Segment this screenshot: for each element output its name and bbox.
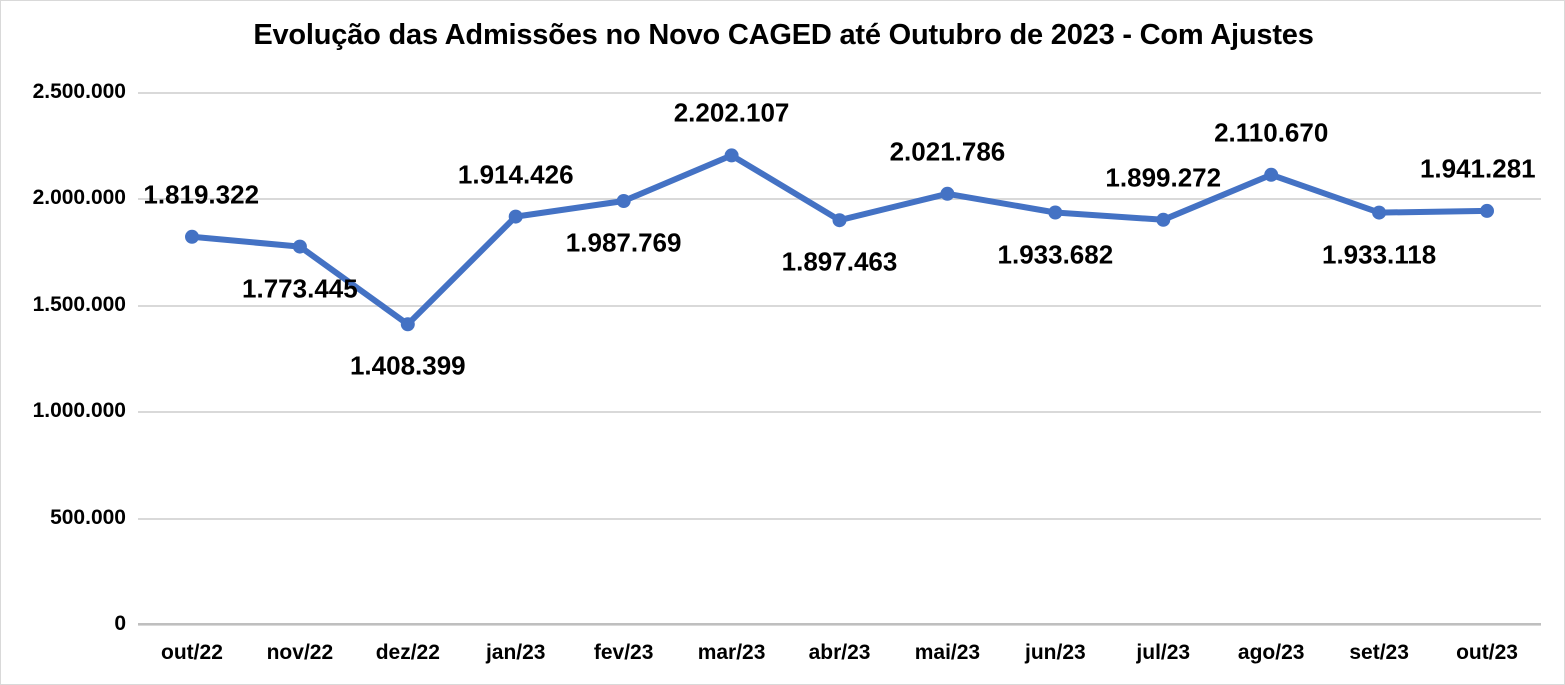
data-point-label: 1.933.682 <box>997 239 1114 269</box>
plot-area <box>138 92 1541 626</box>
y-axis-tick-label: 500.000 <box>50 505 126 529</box>
gridline <box>138 411 1541 414</box>
data-point-label: 1.933.118 <box>1321 239 1437 270</box>
x-axis-tick-label: jul/23 <box>1136 641 1191 664</box>
x-axis-line <box>138 623 1541 625</box>
data-point-label: 1.773.445 <box>242 273 358 304</box>
x-axis-tick-label: abr/23 <box>808 641 871 664</box>
x-axis-tick-label: set/23 <box>1349 641 1409 664</box>
gridline <box>138 517 1541 520</box>
data-point-label: 2.021.786 <box>889 136 1006 167</box>
gridline <box>138 304 1541 307</box>
x-axis-tick-label: jan/23 <box>485 641 546 664</box>
data-point-label: 1.819.322 <box>143 179 260 210</box>
gridline <box>138 624 1541 626</box>
x-axis-tick-label: dez/22 <box>375 641 440 664</box>
x-axis-tick-label: out/23 <box>1456 641 1518 664</box>
gridline <box>138 198 1541 201</box>
x-axis-tick-label: fev/23 <box>593 641 654 664</box>
data-point-label: 1.914.426 <box>457 159 574 190</box>
x-axis-tick-label: jun/23 <box>1025 641 1086 664</box>
data-point-label: 2.202.107 <box>673 97 790 128</box>
data-point-label: 2.110.670 <box>1214 117 1329 148</box>
data-point-label: 1.941.281 <box>1419 153 1536 184</box>
y-axis-tick-label: 1.500.000 <box>32 292 126 316</box>
y-axis-tick-label: 2.000.000 <box>32 186 126 210</box>
y-axis-tick-label: 2.500.000 <box>32 80 126 103</box>
x-axis-tick-label: mar/23 <box>697 641 766 664</box>
x-axis-tick-label: ago/23 <box>1237 641 1305 664</box>
chart-title: Evolução das Admissões no Novo CAGED até… <box>253 19 1314 51</box>
data-point-label: 1.897.463 <box>781 246 898 277</box>
data-point-label: 1.408.399 <box>349 350 466 381</box>
gridline <box>138 92 1541 94</box>
x-axis-tick-label: mai/23 <box>914 641 981 664</box>
y-axis-tick-label: 1.000.000 <box>32 399 126 423</box>
x-axis-tick-label: out/22 <box>161 641 223 664</box>
x-axis-tick-label: nov/22 <box>266 641 334 664</box>
data-point-label: 1.899.272 <box>1105 162 1222 193</box>
y-axis-tick-label: 0 <box>114 612 126 635</box>
data-point-label: 1.987.769 <box>565 227 682 258</box>
